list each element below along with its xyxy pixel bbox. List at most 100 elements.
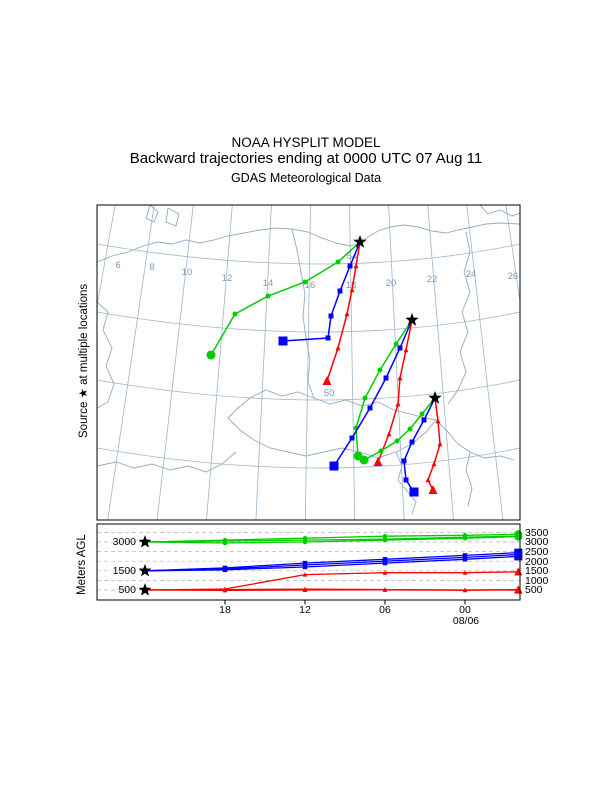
- longitude-gridline: [107, 205, 155, 520]
- circle-marker-icon: [335, 259, 341, 265]
- height-right-label-500: 500: [525, 584, 543, 596]
- model-name: NOAA HYSPLIT MODEL: [231, 135, 381, 150]
- met-data-label: GDAS Meteorological Data: [230, 171, 382, 185]
- longitude-gridline: [304, 205, 311, 520]
- height-start-label-500: 500: [118, 584, 136, 596]
- triangle-marker-icon: [222, 587, 228, 593]
- map-y-axis-label: Source ★ at multiple locations: [78, 283, 90, 438]
- circle-marker-icon: [362, 395, 368, 401]
- square-marker-icon: [337, 288, 343, 294]
- circle-marker-icon: [359, 455, 369, 465]
- triangle-marker-icon: [349, 287, 355, 293]
- circle-marker-icon: [382, 533, 388, 539]
- latitude-gridline: [97, 243, 520, 265]
- map-lon-label: 18: [346, 280, 357, 291]
- square-marker-icon: [397, 345, 403, 351]
- circle-marker-icon: [462, 535, 468, 541]
- square-marker-icon: [328, 313, 334, 319]
- circle-marker-icon: [302, 535, 308, 541]
- square-marker-icon: [382, 557, 388, 562]
- country-border: [291, 228, 315, 399]
- map-lon-label: 24: [466, 269, 477, 280]
- square-marker-icon: [421, 417, 427, 423]
- source-star-icon: [353, 235, 367, 248]
- country-border: [227, 389, 315, 419]
- height-series-path: [144, 555, 519, 572]
- country-border: [447, 231, 471, 405]
- square-marker-icon: [462, 557, 468, 562]
- square-marker-icon: [382, 560, 388, 566]
- circle-marker-icon: [393, 341, 399, 347]
- map-layer: 6 8 10 12 14 16 18 20 22 24 26 54 50: [97, 205, 520, 520]
- height-start-label-1500: 1500: [112, 565, 136, 577]
- square-marker-icon: [514, 552, 523, 561]
- source-star-icon: [138, 564, 152, 577]
- trajectory-path: [326, 241, 361, 382]
- source-star-icon: [138, 535, 152, 548]
- circle-marker-icon: [382, 537, 388, 543]
- longitude-gridline: [255, 205, 272, 520]
- map-lon-label: 6: [115, 260, 120, 271]
- country-border: [313, 397, 437, 421]
- triangle-marker-icon: [382, 570, 388, 575]
- square-marker-icon: [367, 405, 373, 411]
- trajectory-path: [427, 397, 441, 491]
- circle-marker-icon: [302, 539, 308, 545]
- figure-title: Backward trajectories ending at 0000 UTC…: [129, 150, 483, 167]
- height-series-path: [144, 551, 519, 572]
- height-series-path: [144, 571, 519, 591]
- map-lon-label: 14: [263, 278, 274, 289]
- height-series-path: [144, 535, 519, 543]
- longitude-gridline: [427, 205, 454, 520]
- triangle-marker-icon: [382, 587, 388, 592]
- country-border: [97, 451, 237, 473]
- height-panel-frame: [96, 523, 521, 601]
- height-right-label-2500: 2500: [525, 546, 549, 558]
- country-border: [395, 451, 417, 515]
- country-border: [97, 222, 520, 263]
- source-star-icon: [405, 313, 419, 326]
- trajectory-path: [282, 241, 361, 342]
- circle-marker-icon: [232, 311, 238, 317]
- x-date-label: 08/06: [452, 615, 480, 627]
- map-lon-label: 16: [305, 280, 316, 291]
- square-marker-icon: [349, 435, 355, 441]
- country-border: [227, 417, 437, 459]
- triangle-marker-icon: [435, 418, 441, 424]
- latitude-gridline: [97, 447, 520, 469]
- trajectory-path: [403, 397, 436, 493]
- x-tick-00: 00: [459, 604, 471, 616]
- height-y-axis-label: Meters AGL: [76, 534, 88, 595]
- triangle-marker-icon: [386, 431, 392, 437]
- circle-marker-icon: [222, 540, 228, 546]
- circle-marker-icon: [394, 438, 400, 444]
- triangle-marker-icon: [437, 441, 443, 447]
- square-marker-icon: [462, 553, 468, 558]
- height-series-path: [144, 589, 519, 592]
- country-border: [97, 301, 115, 409]
- square-marker-icon: [329, 461, 339, 471]
- country-border: [165, 207, 180, 227]
- trajectory-path: [333, 319, 413, 467]
- map-lon-label: 26: [508, 271, 519, 282]
- triangle-marker-icon: [302, 587, 308, 593]
- triangle-marker-icon: [462, 570, 468, 575]
- circle-marker-icon: [265, 293, 271, 299]
- longitude-gridline: [505, 205, 520, 304]
- trajectory-path: [363, 397, 436, 461]
- triangle-marker-icon: [302, 572, 308, 577]
- triangle-marker-icon: [395, 401, 401, 407]
- longitude-gridline: [388, 205, 405, 520]
- square-marker-icon: [222, 567, 228, 573]
- map-panel-frame: [96, 204, 521, 521]
- triangle-marker-icon: [373, 457, 383, 467]
- triangle-marker-icon: [431, 461, 437, 467]
- circle-marker-icon: [378, 448, 384, 454]
- trajectory-path: [210, 241, 361, 356]
- height-right-label-1500: 1500: [525, 565, 549, 577]
- map-lat-label: 54: [347, 251, 358, 262]
- longitude-gridline: [349, 205, 356, 520]
- circle-marker-icon: [302, 279, 308, 285]
